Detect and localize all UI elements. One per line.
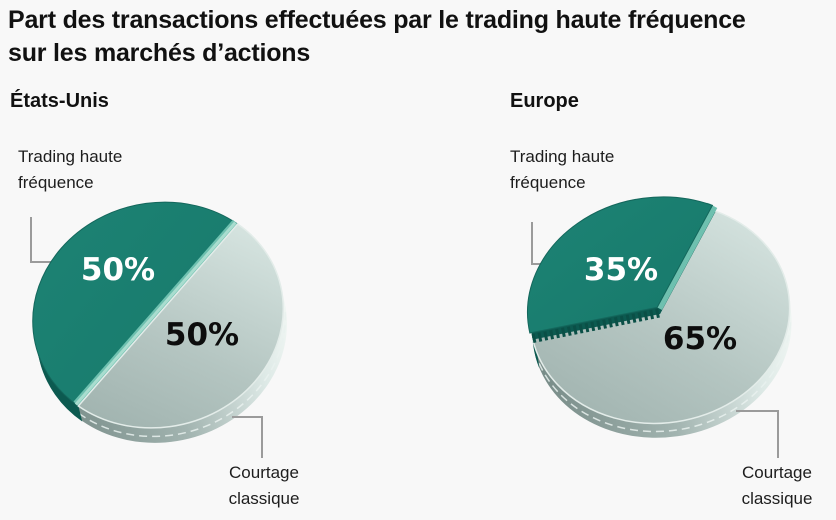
pie-chart-us: [32, 201, 287, 443]
leader-line-classic-europe: [736, 410, 779, 458]
pie-chart-europe: [527, 196, 792, 438]
value-classic-europe: 65%: [662, 321, 738, 357]
label-hft-europe: Trading haute fréquence: [510, 147, 615, 192]
chart-title: Part des transactions effectuées par le …: [8, 6, 746, 67]
value-hft-us: 50%: [80, 252, 156, 288]
slice-hft: [32, 201, 239, 407]
label-classic-us: Courtage classique: [228, 463, 300, 508]
leader-line-hft-us: [30, 217, 70, 263]
slice-classic: [77, 223, 285, 429]
region-heading-europe: Europe: [510, 90, 579, 112]
value-classic-us: 50%: [164, 317, 240, 353]
label-hft-us: Trading haute fréquence: [18, 147, 123, 192]
region-heading-us: États-Unis: [10, 90, 109, 112]
slice-classic: [531, 210, 791, 425]
leader-line-classic-us: [232, 416, 263, 458]
slice-hft: [527, 196, 714, 334]
value-hft-europe: 35%: [583, 252, 659, 288]
pie-side: [35, 345, 83, 422]
label-classic-europe: Courtage classique: [741, 463, 813, 508]
